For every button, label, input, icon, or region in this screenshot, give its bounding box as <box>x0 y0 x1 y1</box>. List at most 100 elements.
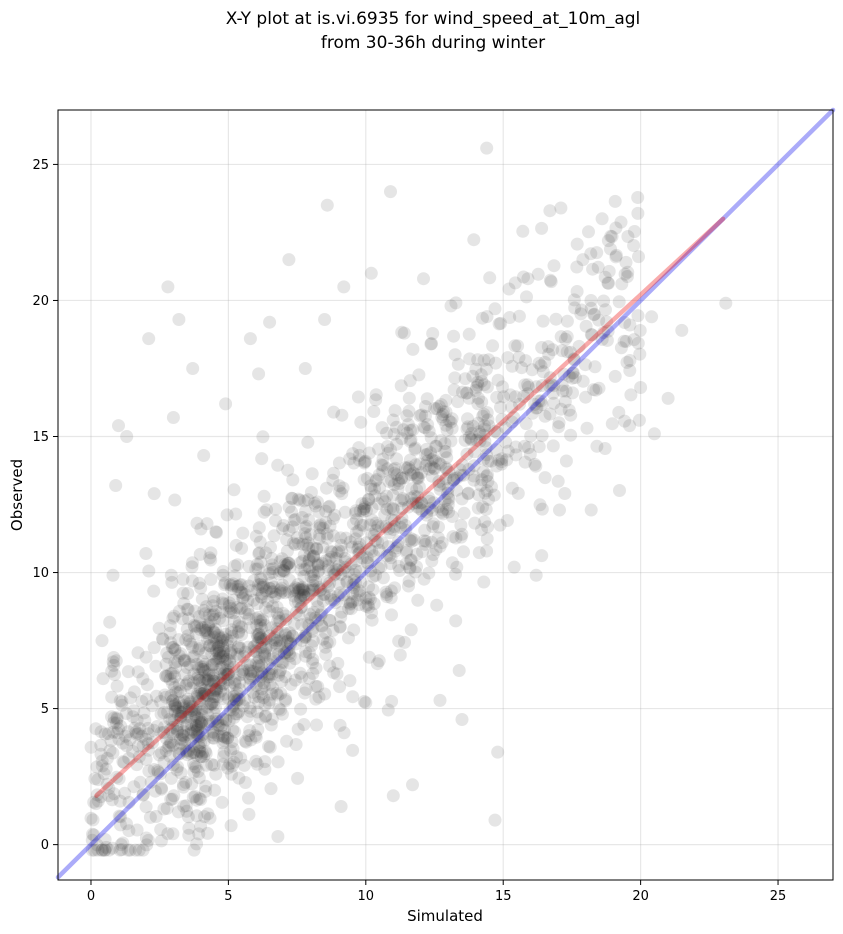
scatter-point <box>103 744 117 758</box>
scatter-point <box>478 434 492 448</box>
scatter-point <box>542 379 556 393</box>
scatter-point <box>401 500 415 514</box>
scatter-point <box>334 531 348 545</box>
scatter-point <box>255 667 269 681</box>
scatter-point <box>298 686 312 700</box>
scatter-point <box>194 730 208 744</box>
scatter-point <box>282 585 296 599</box>
scatter-point <box>576 253 590 267</box>
scatter-point <box>182 612 196 626</box>
scatter-point <box>258 710 272 724</box>
scatter-point <box>489 443 503 457</box>
scatter-point <box>395 472 408 485</box>
scatter-point <box>312 505 326 519</box>
scatter-point <box>403 533 417 547</box>
scatter-point <box>99 762 113 776</box>
scatter-point <box>302 646 316 660</box>
scatter-point <box>275 584 289 598</box>
scatter-point <box>450 471 464 485</box>
scatter-point <box>350 513 363 527</box>
scatter-point <box>592 313 606 327</box>
scatter-point <box>252 627 266 641</box>
scatter-point <box>460 386 473 400</box>
scatter-point <box>282 573 296 587</box>
scatter-point <box>212 638 225 652</box>
scatter-point <box>120 739 134 753</box>
scatter-point <box>195 702 209 716</box>
scatter-point <box>347 567 361 581</box>
scatter-point <box>410 471 424 485</box>
scatter-point <box>719 296 733 310</box>
scatter-point <box>181 603 195 616</box>
scatter-point <box>207 726 221 740</box>
scatter-point <box>139 732 153 746</box>
scatter-point <box>109 654 123 668</box>
scatter-point <box>233 668 247 682</box>
scatter-point <box>172 633 186 647</box>
scatter-point <box>182 702 196 716</box>
scatter-point <box>376 464 390 478</box>
scatter-point <box>466 419 480 433</box>
scatter-point <box>478 419 491 433</box>
scatter-point <box>336 563 350 577</box>
scatter-point <box>303 607 317 621</box>
scatter-point <box>128 721 142 735</box>
scatter-point <box>320 575 334 589</box>
scatter-point <box>168 699 182 713</box>
scatter-point <box>500 453 514 467</box>
scatter-point <box>115 843 129 857</box>
scatter-point <box>209 682 223 696</box>
scatter-point <box>105 664 119 678</box>
scatter-point <box>192 610 206 624</box>
scatter-point <box>175 728 189 742</box>
scatter-point <box>424 460 438 474</box>
scatter-point <box>290 531 304 545</box>
scatter-point <box>491 745 505 759</box>
scatter-point <box>295 511 309 524</box>
scatter-point <box>269 514 282 528</box>
scatter-point <box>159 690 173 704</box>
scatter-point <box>406 423 420 437</box>
scatter-point <box>160 646 174 660</box>
scatter-point <box>225 579 239 593</box>
scatter-point <box>207 758 221 772</box>
scatter-point <box>375 520 389 534</box>
scatter-point <box>302 618 316 632</box>
scatter-point <box>392 634 406 648</box>
scatter-point <box>326 473 340 487</box>
scatter-point <box>191 643 205 657</box>
scatter-point <box>451 357 465 371</box>
scatter-point <box>309 574 322 588</box>
scatter-point <box>189 760 203 774</box>
scatter-point <box>193 740 207 754</box>
scatter-point <box>163 626 177 640</box>
scatter-point <box>187 745 201 759</box>
scatter-point <box>411 593 425 607</box>
scatter-point <box>501 444 515 458</box>
scatter-point <box>251 636 265 650</box>
scatter-point <box>411 470 424 484</box>
scatter-point <box>165 641 179 655</box>
scatter-point <box>255 682 269 696</box>
scatter-point <box>252 674 266 688</box>
scatter-point <box>185 560 199 574</box>
scatter-point <box>151 764 165 778</box>
scatter-point <box>418 537 432 551</box>
scatter-point <box>259 584 273 598</box>
scatter-point <box>198 687 212 701</box>
scatter-point <box>194 717 208 731</box>
scatter-point <box>89 722 103 736</box>
scatter-point <box>84 811 98 825</box>
scatter-point <box>102 781 116 795</box>
scatter-point <box>280 734 294 748</box>
scatter-point <box>447 473 460 487</box>
scatter-point <box>99 840 113 854</box>
scatter-point <box>440 462 454 476</box>
scatter-point <box>471 397 485 411</box>
chart-title-line-2: from 30-36h during winter <box>321 33 545 53</box>
scatter-point <box>469 384 483 397</box>
scatter-point <box>207 625 221 639</box>
scatter-point <box>263 629 276 643</box>
scatter-point <box>225 759 239 773</box>
scatter-point <box>409 458 423 472</box>
